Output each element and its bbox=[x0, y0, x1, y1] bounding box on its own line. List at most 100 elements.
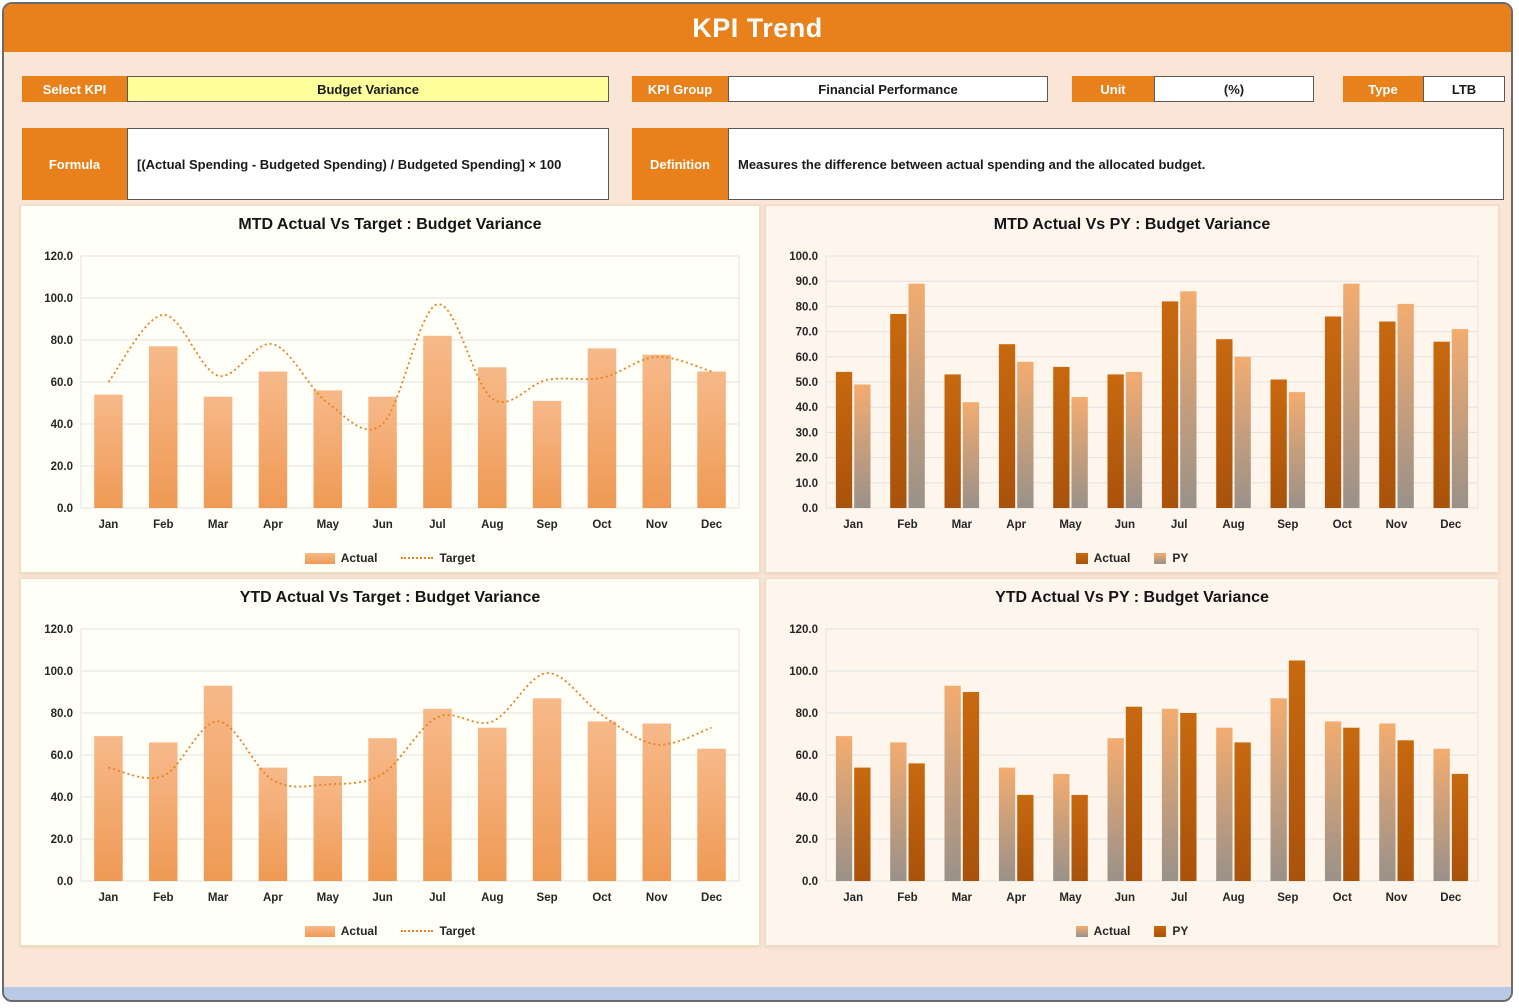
svg-text:Feb: Feb bbox=[897, 892, 917, 904]
svg-text:40.0: 40.0 bbox=[51, 792, 73, 804]
svg-text:100.0: 100.0 bbox=[789, 251, 818, 263]
chart-panel-mtd-py: MTD Actual Vs PY : Budget Variance 0.0 10… bbox=[765, 205, 1499, 573]
svg-text:Dec: Dec bbox=[701, 519, 723, 531]
svg-text:May: May bbox=[1059, 519, 1082, 531]
chart-title: MTD Actual Vs PY : Budget Variance bbox=[993, 216, 1271, 233]
svg-text:80.0: 80.0 bbox=[51, 708, 73, 720]
page-header: KPI Trend bbox=[4, 4, 1511, 52]
svg-text:Apr: Apr bbox=[263, 892, 283, 904]
chart-panel-ytd-py: YTD Actual Vs PY : Budget Variance 0.0 20… bbox=[765, 578, 1499, 946]
svg-text:Mar: Mar bbox=[952, 519, 973, 531]
svg-text:90.0: 90.0 bbox=[796, 276, 818, 288]
svg-text:Oct: Oct bbox=[592, 519, 611, 531]
chart-panel-ytd-target: YTD Actual Vs Target : Budget Variance 0… bbox=[20, 578, 760, 946]
svg-text:20.0: 20.0 bbox=[51, 461, 73, 473]
legend-label: Actual bbox=[340, 551, 378, 565]
svg-text:Jan: Jan bbox=[98, 892, 118, 904]
unit-label: Unit bbox=[1072, 76, 1154, 102]
svg-text:20.0: 20.0 bbox=[796, 453, 818, 465]
mtd-actual-vs-target-chart: 0.0 20.0 40.0 60.0 80.0 100.0 120.0 Jan Feb Mar Ap… bbox=[44, 251, 740, 531]
unit-value: (%) bbox=[1154, 76, 1314, 102]
svg-text:Jun: Jun bbox=[1115, 519, 1135, 531]
svg-text:50.0: 50.0 bbox=[796, 377, 818, 389]
actual-bar-swatch bbox=[304, 925, 335, 937]
mtd-actual-vs-py-chart: 0.0 10.0 20.0 30.0 40.0 50.0 60.0 70.0 80.0 90.0 1… bbox=[789, 251, 1479, 531]
svg-text:80.0: 80.0 bbox=[796, 301, 818, 313]
target-line-swatch bbox=[401, 930, 434, 932]
svg-text:Jan: Jan bbox=[843, 519, 863, 531]
actual-bar-swatch bbox=[1075, 925, 1088, 937]
svg-text:Apr: Apr bbox=[1006, 892, 1026, 904]
legend-label: PY bbox=[1172, 924, 1189, 938]
svg-text:Apr: Apr bbox=[263, 519, 283, 531]
chart-legend: Actual Target bbox=[21, 551, 759, 565]
footer-strip bbox=[4, 987, 1511, 1000]
svg-text:Jun: Jun bbox=[372, 892, 392, 904]
svg-text:100.0: 100.0 bbox=[44, 293, 73, 305]
svg-text:Jul: Jul bbox=[1171, 519, 1188, 531]
svg-text:Mar: Mar bbox=[208, 892, 229, 904]
definition-value: Measures the difference between actual s… bbox=[728, 128, 1504, 200]
formula-value: [(Actual Spending - Budgeted Spending) /… bbox=[127, 128, 609, 200]
chart-title: YTD Actual Vs PY : Budget Variance bbox=[995, 589, 1269, 606]
svg-text:Feb: Feb bbox=[897, 519, 917, 531]
type-value: LTB bbox=[1423, 76, 1505, 102]
definition-label: Definition bbox=[632, 128, 728, 200]
svg-text:Oct: Oct bbox=[1333, 892, 1352, 904]
svg-text:100.0: 100.0 bbox=[44, 666, 73, 678]
select-kpi-dropdown[interactable]: Budget Variance bbox=[127, 76, 609, 102]
legend-actual: Actual bbox=[1075, 924, 1131, 938]
chart-title: YTD Actual Vs Target : Budget Variance bbox=[239, 589, 541, 606]
svg-text:Nov: Nov bbox=[646, 519, 668, 531]
ytd-actual-vs-target-chart: 0.0 20.0 40.0 60.0 80.0 100.0 120.0 Jan Feb Mar Ap… bbox=[44, 624, 740, 904]
svg-text:10.0: 10.0 bbox=[796, 478, 818, 490]
target-line-swatch bbox=[401, 557, 434, 559]
svg-text:May: May bbox=[1059, 892, 1082, 904]
svg-text:Oct: Oct bbox=[592, 892, 611, 904]
legend-label: PY bbox=[1172, 551, 1189, 565]
svg-text:Mar: Mar bbox=[952, 892, 973, 904]
svg-text:Feb: Feb bbox=[153, 892, 173, 904]
svg-text:Mar: Mar bbox=[208, 519, 229, 531]
svg-text:40.0: 40.0 bbox=[51, 419, 73, 431]
svg-text:120.0: 120.0 bbox=[44, 624, 73, 636]
chart-title: MTD Actual Vs Target : Budget Variance bbox=[238, 216, 542, 233]
actual-bar-swatch bbox=[1075, 552, 1088, 564]
svg-text:Sep: Sep bbox=[1277, 892, 1298, 904]
svg-text:May: May bbox=[317, 892, 340, 904]
legend-label: Target bbox=[439, 924, 476, 938]
chart-legend: Actual PY bbox=[766, 551, 1498, 565]
svg-text:Dec: Dec bbox=[1440, 892, 1462, 904]
svg-text:60.0: 60.0 bbox=[796, 352, 818, 364]
svg-text:Jan: Jan bbox=[98, 519, 118, 531]
kpi-group-value: Financial Performance bbox=[728, 76, 1048, 102]
svg-text:0.0: 0.0 bbox=[57, 876, 73, 888]
svg-text:Jan: Jan bbox=[843, 892, 863, 904]
legend-target: Target bbox=[401, 924, 475, 938]
svg-text:Oct: Oct bbox=[1333, 519, 1352, 531]
svg-text:80.0: 80.0 bbox=[796, 708, 818, 720]
svg-text:Dec: Dec bbox=[1440, 519, 1462, 531]
svg-text:Sep: Sep bbox=[537, 892, 558, 904]
legend-actual: Actual bbox=[1075, 551, 1130, 565]
svg-text:Aug: Aug bbox=[481, 519, 503, 531]
svg-text:20.0: 20.0 bbox=[796, 834, 818, 846]
svg-text:60.0: 60.0 bbox=[51, 750, 73, 762]
legend-actual: Actual bbox=[304, 551, 378, 565]
legend-label: Actual bbox=[1093, 924, 1131, 938]
svg-text:20.0: 20.0 bbox=[51, 834, 73, 846]
svg-text:Aug: Aug bbox=[1222, 892, 1244, 904]
svg-text:120.0: 120.0 bbox=[789, 624, 818, 636]
svg-text:Nov: Nov bbox=[646, 892, 668, 904]
py-bar-swatch bbox=[1154, 552, 1167, 564]
svg-text:Apr: Apr bbox=[1006, 519, 1026, 531]
svg-text:70.0: 70.0 bbox=[796, 327, 818, 339]
legend-py: PY bbox=[1154, 924, 1188, 938]
svg-text:40.0: 40.0 bbox=[796, 402, 818, 414]
svg-text:Nov: Nov bbox=[1386, 519, 1408, 531]
legend-actual: Actual bbox=[304, 924, 378, 938]
chart-legend: Actual PY bbox=[766, 924, 1498, 938]
page-title: KPI Trend bbox=[692, 12, 823, 43]
legend-label: Actual bbox=[340, 924, 378, 938]
